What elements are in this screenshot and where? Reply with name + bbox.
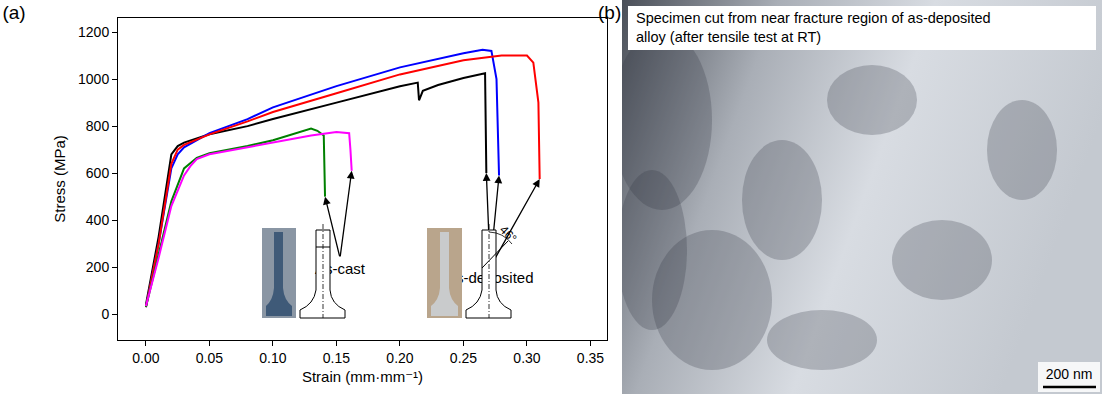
svg-text:0: 0	[101, 306, 109, 322]
svg-text:1200: 1200	[78, 24, 109, 40]
svg-text:0.20: 0.20	[386, 350, 413, 366]
svg-text:(a): (a)	[2, 2, 25, 23]
svg-text:46°: 46°	[497, 223, 520, 246]
svg-text:800: 800	[86, 118, 110, 134]
svg-text:0.30: 0.30	[513, 350, 540, 366]
svg-text:0.10: 0.10	[259, 350, 286, 366]
svg-text:Stress (MPa): Stress (MPa)	[51, 135, 68, 223]
svg-text:1000: 1000	[78, 71, 109, 87]
svg-text:0.25: 0.25	[450, 350, 477, 366]
svg-text:0.05: 0.05	[196, 350, 223, 366]
svg-text:200 nm: 200 nm	[1046, 366, 1093, 382]
svg-text:Strain (mm·mm⁻¹): Strain (mm·mm⁻¹)	[302, 368, 423, 385]
svg-text:0.35: 0.35	[577, 350, 604, 366]
svg-text:600: 600	[86, 165, 110, 181]
svg-text:Specimen cut from near fractur: Specimen cut from near fracture region o…	[636, 10, 991, 26]
svg-text:0.15: 0.15	[323, 350, 350, 366]
svg-text:200: 200	[86, 259, 110, 275]
svg-text:400: 400	[86, 212, 110, 228]
svg-text:alloy (after tensile test at R: alloy (after tensile test at RT)	[636, 29, 821, 45]
svg-text:As-cast: As-cast	[315, 260, 366, 277]
svg-text:As-deposited: As-deposited	[446, 269, 534, 286]
svg-text:0.00: 0.00	[132, 350, 159, 366]
html-text:(b): (b)	[598, 2, 622, 23]
